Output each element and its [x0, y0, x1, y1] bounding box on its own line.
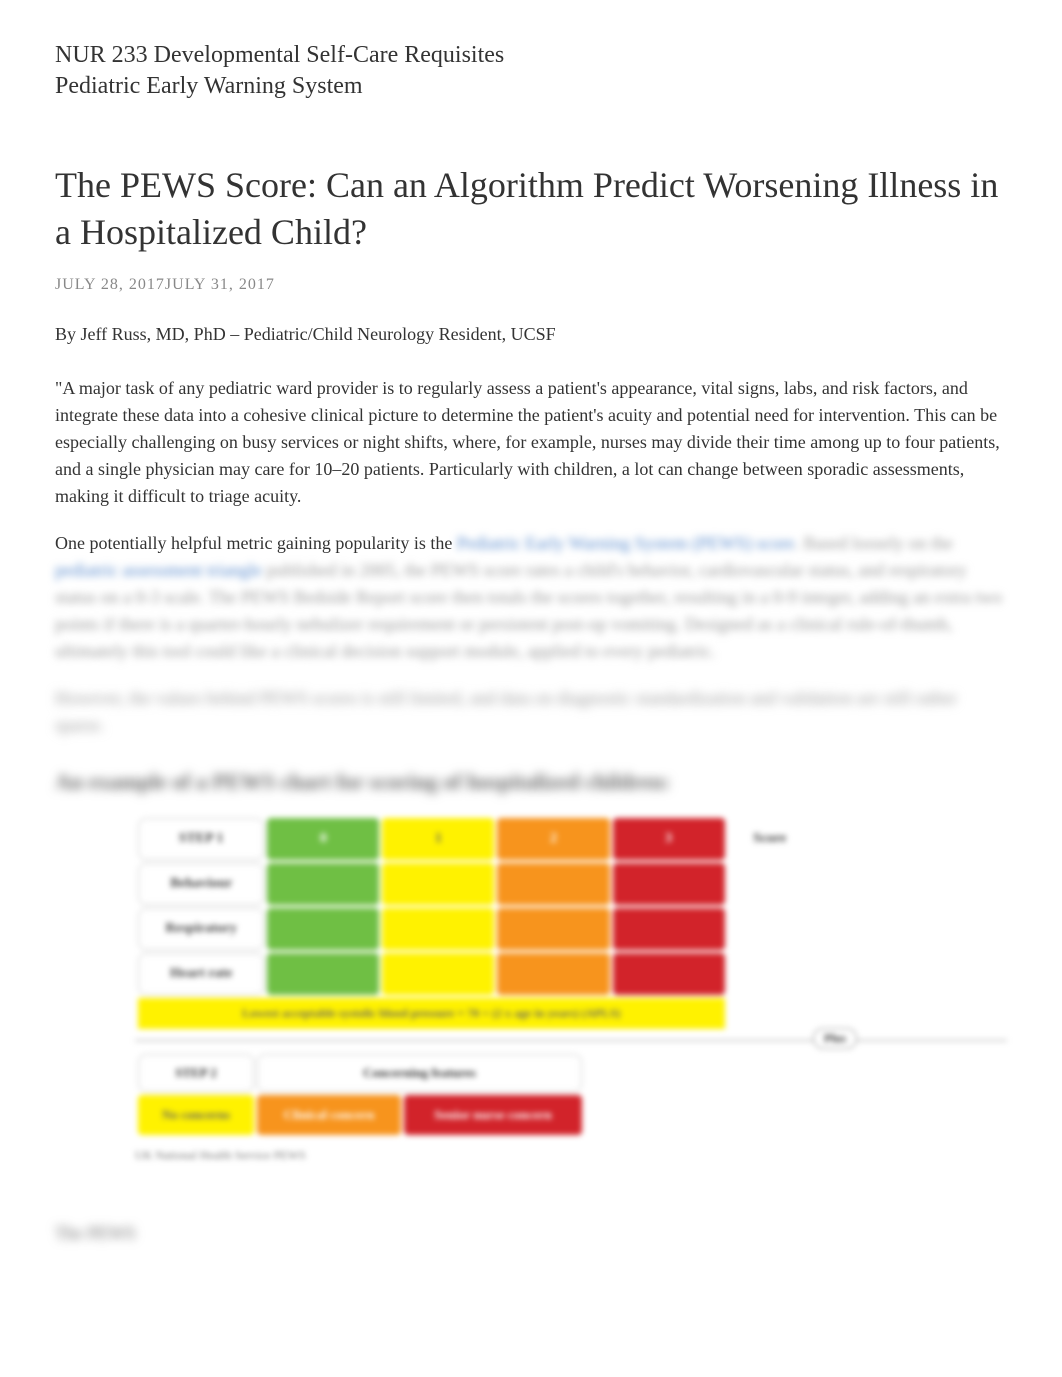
score-col-1: 1	[382, 818, 494, 860]
chart-caption: UK National Health Service PEWS	[135, 1148, 1007, 1163]
row-respiratory: Respiratory	[138, 908, 264, 950]
bottom-text: The PEWS	[55, 1223, 1007, 1244]
row-behaviour: Behaviour	[138, 863, 264, 905]
cell	[497, 908, 609, 950]
pews-link[interactable]: Pediatric Early Warning System (PEWS) sc…	[457, 533, 795, 553]
para2-prefix: One potentially helpful metric gaining p…	[55, 533, 457, 553]
row-heartrate: Heart rate	[138, 953, 264, 995]
triangle-link[interactable]: pediatric assessment triangle	[55, 560, 262, 580]
step2-table: STEP 2 Concerning features No concerns C…	[135, 1051, 585, 1138]
divider: Plus	[135, 1040, 1007, 1041]
cell	[497, 863, 609, 905]
cell	[613, 863, 725, 905]
plus-badge: Plus	[813, 1028, 857, 1049]
cell	[728, 998, 812, 1029]
cell	[382, 953, 494, 995]
cell	[382, 908, 494, 950]
step1-label: STEP 1	[138, 818, 264, 860]
intro-paragraph: "A major task of any pediatric ward prov…	[55, 375, 1007, 510]
table-row: Respiratory	[138, 908, 812, 950]
cell	[382, 863, 494, 905]
score-col-2: 2	[497, 818, 609, 860]
article-title: The PEWS Score: Can an Algorithm Predict…	[55, 162, 1007, 256]
table-row: No concerns Clinical concern Senior nurs…	[138, 1095, 582, 1135]
paragraph-3: However, the values behind PEWS scores i…	[55, 685, 1007, 739]
step2-cell-1: Clinical concern	[257, 1095, 401, 1135]
date-published: JULY 28, 2017	[55, 276, 165, 293]
date-updated: JULY 31, 2017	[165, 276, 275, 293]
course-title-line1: NUR 233 Developmental Self-Care Requisit…	[55, 40, 1007, 71]
table-row: Heart rate	[138, 953, 812, 995]
article-byline: By Jeff Russ, MD, PhD – Pediatric/Child …	[55, 324, 1007, 345]
para2-mid: . Based loosely on the	[795, 533, 953, 553]
table-row: Behaviour	[138, 863, 812, 905]
chart-heading: An example of a PEWS chart for scoring o…	[55, 769, 1007, 795]
step2-label: STEP 2	[138, 1054, 254, 1092]
cell	[267, 953, 379, 995]
cell	[267, 863, 379, 905]
article-dates: JULY 28, 2017JULY 31, 2017	[55, 276, 1007, 294]
cell	[728, 908, 812, 950]
step2-cell-2: Senior nurse concern	[404, 1095, 582, 1135]
cell	[728, 863, 812, 905]
score-header-label: Score	[728, 818, 812, 860]
cell	[613, 953, 725, 995]
cell	[267, 908, 379, 950]
step2-header: Concerning features	[257, 1054, 582, 1092]
cell	[728, 953, 812, 995]
footer-note: Lowest acceptable systolic blood pressur…	[138, 998, 725, 1029]
cell	[613, 908, 725, 950]
paragraph-2: One potentially helpful metric gaining p…	[55, 530, 1007, 665]
table-footer-row: Lowest acceptable systolic blood pressur…	[138, 998, 812, 1029]
score-col-0: 0	[267, 818, 379, 860]
cell	[497, 953, 609, 995]
pews-score-table: STEP 1 0 1 2 3 Score Behaviour Respirato…	[135, 815, 815, 1032]
course-title-line2: Pediatric Early Warning System	[55, 71, 1007, 102]
score-col-3: 3	[613, 818, 725, 860]
step2-cell-0: No concerns	[138, 1095, 254, 1135]
pews-chart: STEP 1 0 1 2 3 Score Behaviour Respirato…	[55, 815, 1007, 1163]
